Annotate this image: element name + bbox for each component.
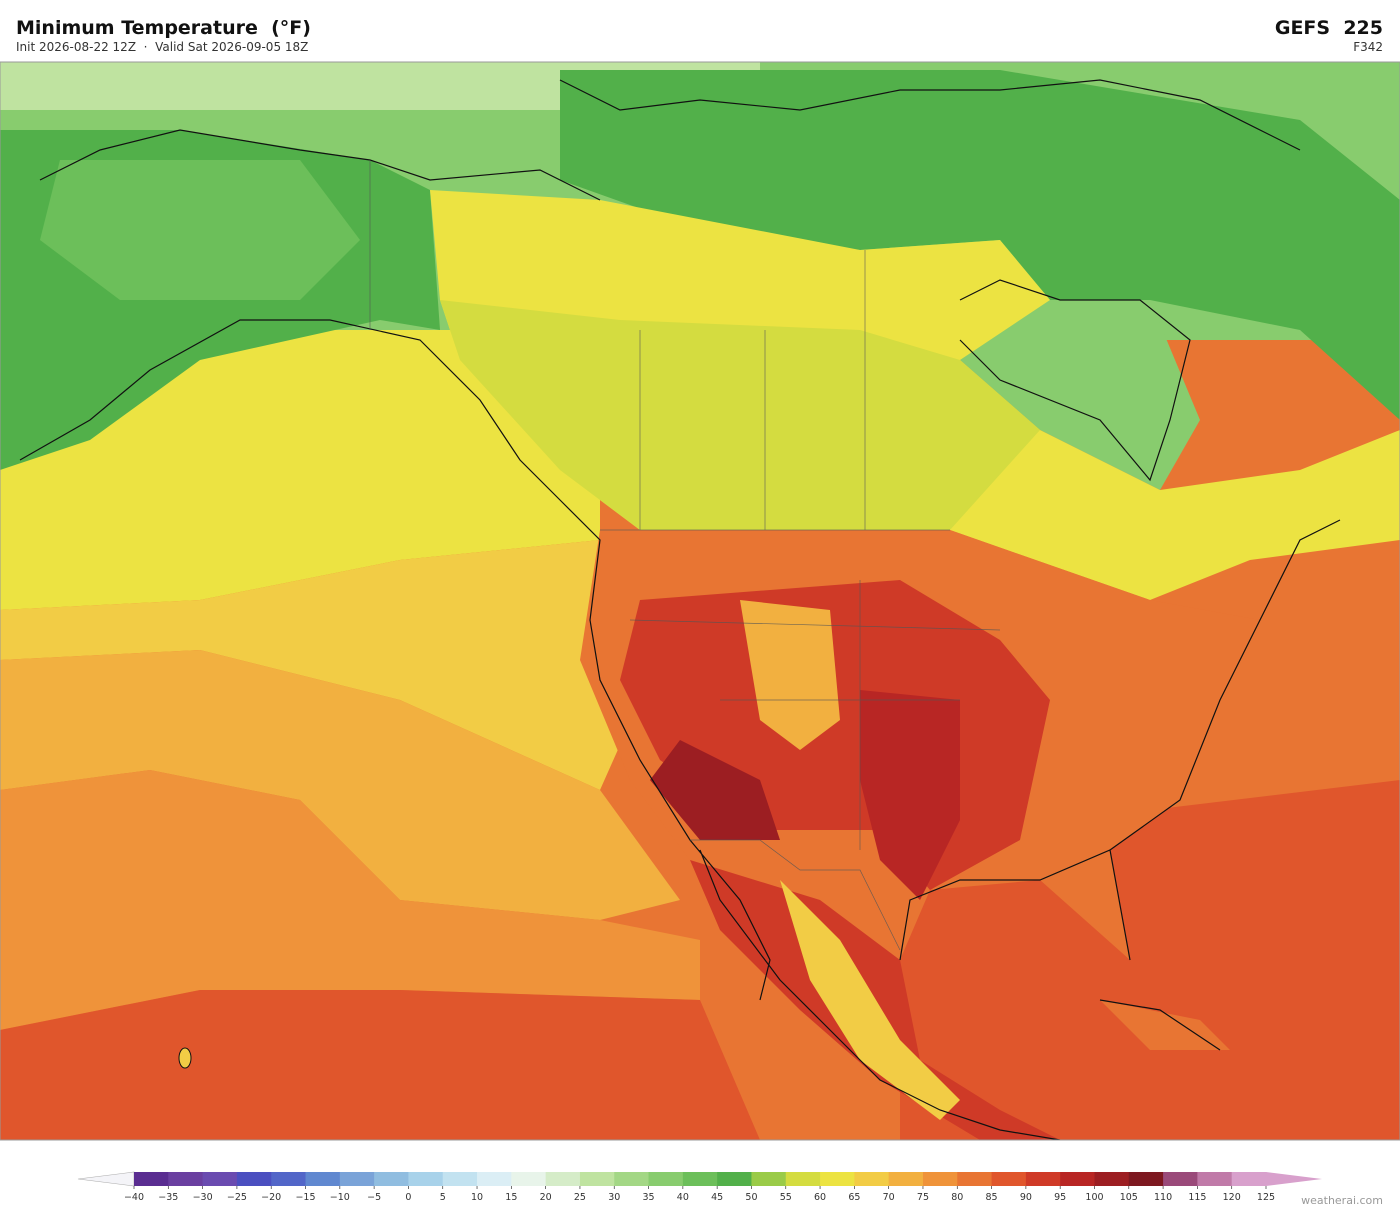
colorbar-swatch — [717, 1172, 752, 1186]
colorbar-tick-label: 35 — [642, 1192, 654, 1203]
colorbar-swatch — [545, 1172, 581, 1186]
colorbar-swatch — [1197, 1172, 1233, 1186]
colorbar-tick-label: −25 — [227, 1192, 247, 1203]
colorbar-swatch — [820, 1172, 855, 1186]
colorbar-tick-label: 120 — [1223, 1192, 1241, 1203]
colorbar-swatch — [682, 1172, 718, 1186]
colorbar-swatch — [1128, 1172, 1164, 1186]
title: Minimum Temperature (°F) — [16, 17, 311, 39]
map — [0, 61, 1400, 1141]
colorbar-swatch — [236, 1172, 272, 1186]
colorbar-tick-label: −20 — [261, 1192, 281, 1203]
colorbar-tick-label: 15 — [505, 1192, 517, 1203]
colorbar-tick-label: 110 — [1154, 1192, 1172, 1203]
colorbar-swatch — [511, 1172, 547, 1186]
watermark: weatherai.com — [1301, 1194, 1383, 1207]
colorbar-tick-label: 30 — [608, 1192, 620, 1203]
colorbar-tick-label: −15 — [295, 1192, 315, 1203]
colorbar-tick-label: −30 — [193, 1192, 213, 1203]
colorbar-swatch — [854, 1172, 890, 1186]
colorbar-tick-label: 10 — [471, 1192, 483, 1203]
colorbar-swatch — [374, 1172, 409, 1186]
colorbar-swatch — [1231, 1172, 1267, 1186]
colorbar-over — [1266, 1172, 1322, 1186]
colorbar-tick-label: −35 — [158, 1192, 178, 1203]
colorbar-tick-label: −10 — [330, 1192, 350, 1203]
colorbar-tick-label: −5 — [367, 1192, 381, 1203]
colorbar-tick-label: 45 — [711, 1192, 723, 1203]
colorbar-tick-label: 70 — [883, 1192, 895, 1203]
model: GEFS 225 — [1275, 17, 1383, 39]
colorbar-tick-label: 65 — [848, 1192, 860, 1203]
colorbar-swatch — [888, 1172, 924, 1186]
colorbar-swatch — [168, 1172, 204, 1186]
colorbar-swatch — [202, 1172, 238, 1186]
colorbar-tick-label: 85 — [986, 1192, 998, 1203]
colorbar-tick-label: 100 — [1085, 1192, 1103, 1203]
colorbar-swatch — [648, 1172, 684, 1186]
colorbar-swatch — [134, 1172, 169, 1186]
colorbar-tick-label: 50 — [745, 1192, 757, 1203]
colorbar-tick-label: 55 — [780, 1192, 792, 1203]
colorbar-tick-label: 80 — [951, 1192, 963, 1203]
colorbar-swatch — [922, 1172, 958, 1186]
colorbar-swatch — [1163, 1172, 1198, 1186]
colorbar-swatch — [957, 1172, 993, 1186]
colorbar-swatch — [305, 1172, 341, 1186]
colorbar-tick-label: 75 — [917, 1192, 929, 1203]
colorbar-under — [77, 1171, 135, 1187]
colorbar-tick-label: 125 — [1257, 1192, 1275, 1203]
colorbar-tick-label: 60 — [814, 1192, 826, 1203]
colorbar-tick-label: 5 — [440, 1192, 446, 1203]
colorbar-swatch — [614, 1172, 650, 1186]
colorbar-swatch — [579, 1172, 615, 1186]
colorbar-swatch — [477, 1172, 512, 1186]
colorbar-swatch — [271, 1172, 307, 1186]
colorbar-tick-label: 40 — [677, 1192, 689, 1203]
colorbar-tick-label: 90 — [1020, 1192, 1032, 1203]
colorbar-tick-label: 0 — [405, 1192, 411, 1203]
colorbar-tick-label: 105 — [1120, 1192, 1138, 1203]
colorbar-swatch — [408, 1172, 444, 1186]
colorbar-swatch — [1025, 1172, 1061, 1186]
colorbar-swatch — [1094, 1172, 1130, 1186]
colorbar-swatch — [785, 1172, 821, 1186]
colorbar-swatch — [1060, 1172, 1095, 1186]
colorbar-tick-label: 95 — [1054, 1192, 1066, 1203]
colorbar-swatch — [339, 1172, 375, 1186]
colorbar: −40 −35 −30 −25 −20 −15 −10 −5 0 5 10 15 20 25 30 35 40 4… — [77, 1171, 1322, 1203]
colorbar-tick-label: 115 — [1188, 1192, 1206, 1203]
colorbar-tick-label: −40 — [124, 1192, 144, 1203]
colorbar-swatch — [442, 1172, 478, 1186]
forecast-hour: F342 — [1353, 40, 1383, 54]
colorbar-swatch — [751, 1172, 787, 1186]
subtitle: Init 2026-08-22 12Z · Valid Sat 2026-09-… — [16, 40, 308, 54]
colorbar-swatch — [991, 1172, 1027, 1186]
colorbar-tick-label: 20 — [540, 1192, 552, 1203]
colorbar-tick-label: 25 — [574, 1192, 586, 1203]
